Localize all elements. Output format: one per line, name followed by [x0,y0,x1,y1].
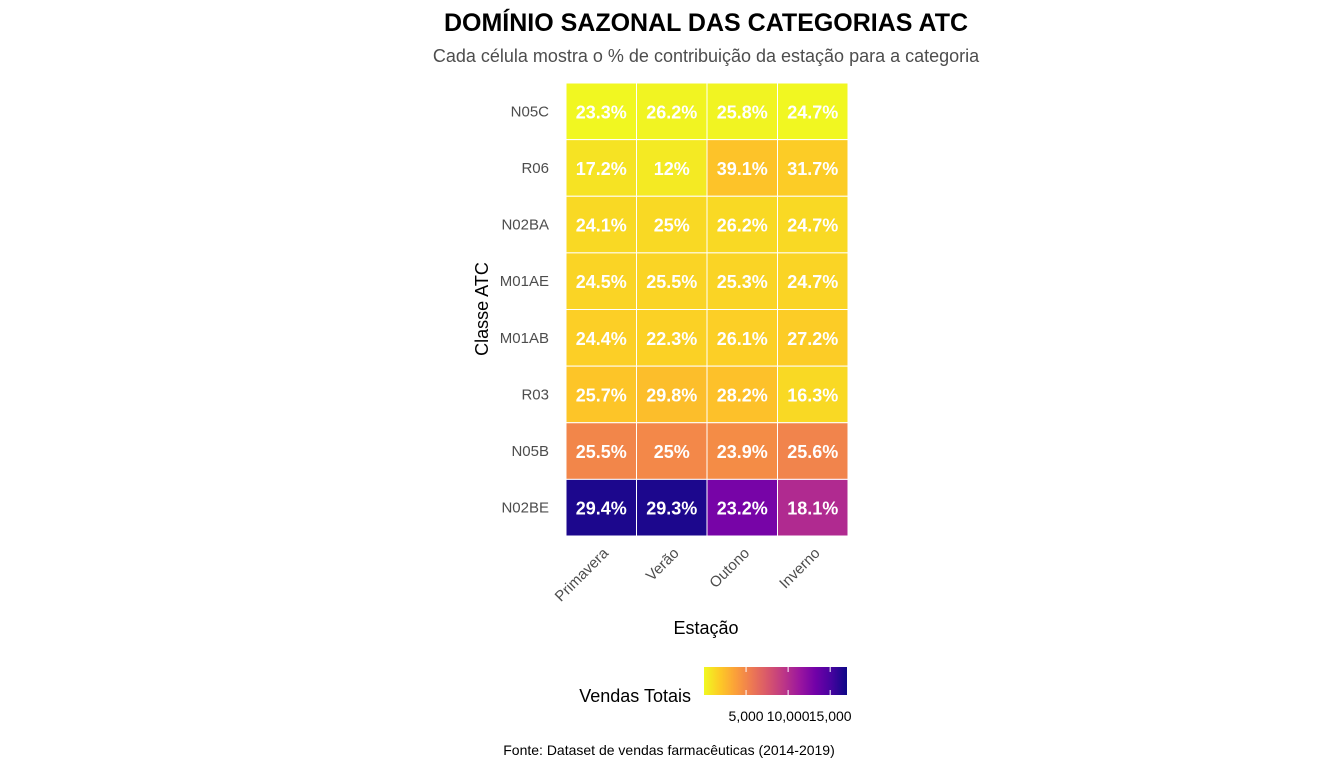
legend-ticks: 5,000 10,000 15,000 [729,667,852,724]
heatmap-cell [706,365,778,424]
cell-value-label: 24.7% [787,272,838,292]
heatmap-cells: 23.3% 26.2% 25.8% 24.7% 17.2% 12% 39.1% 31.7% 24… [565,82,849,537]
cell-value-label: 24.5% [576,272,627,292]
cell-value-label: 26.2% [646,102,697,122]
y-tick-label: M01AE [500,273,549,290]
x-tick-label: Outono [706,545,753,592]
heatmap-cell [777,252,849,310]
x-axis-title: Estação [673,618,738,638]
heatmap-cell [777,365,849,424]
x-tick-label: Verão [643,545,683,585]
y-tick-label: R06 [521,160,549,177]
cell-value-label: 23.3% [576,102,627,122]
heatmap-cell [706,422,778,480]
chart-subtitle: Cada célula mostra o % de contribuição d… [433,46,980,66]
y-tick-label: N05C [511,103,550,120]
heatmap-cell [636,139,708,197]
heatmap-cell [777,139,849,197]
cell-value-label: 25.7% [576,385,627,405]
cell-value-label: 26.1% [717,329,768,349]
heatmap-cell [636,82,708,141]
cell-value-label: 24.1% [576,216,627,236]
x-tick-label: Primavera [552,544,613,605]
chart-title: DOMÍNIO SAZONAL DAS CATEGORIAS ATC [444,8,968,37]
heatmap-cell [565,365,637,424]
cell-value-label: 23.2% [717,499,768,519]
heatmap-cell [636,195,708,254]
cell-value-label: 25% [654,216,690,236]
cell-value-label: 18.1% [787,499,838,519]
legend-color-bar [704,667,847,695]
cell-value-label: 29.4% [576,499,627,519]
cell-value-label: 25.3% [717,272,768,292]
cell-value-label: 25.5% [646,272,697,292]
cell-value-label: 29.8% [646,385,697,405]
y-tick-label: M01AB [500,330,549,347]
cell-value-label: 26.2% [717,216,768,236]
heatmap-cell [636,309,708,367]
cell-value-label: 22.3% [646,329,697,349]
cell-value-label: 27.2% [787,329,838,349]
cell-value-label: 25.5% [576,442,627,462]
cell-value-label: 12% [654,159,690,179]
heatmap-cell [565,309,637,367]
heatmap-cell [777,82,849,141]
cell-value-label: 29.3% [646,499,697,519]
heatmap-cell [777,195,849,254]
cell-value-label: 25.6% [787,442,838,462]
heatmap-cell [706,478,778,537]
heatmap-cell [777,309,849,367]
cell-value-label: 24.7% [787,102,838,122]
heatmap-cell [565,478,637,537]
cell-value-label: 25% [654,442,690,462]
legend-tick-label: 5,000 [729,708,764,724]
y-tick-label: N05B [511,443,549,460]
cell-value-label: 24.7% [787,216,838,236]
heatmap-cell [777,478,849,537]
heatmap-cell [636,252,708,310]
cell-value-label: 31.7% [787,159,838,179]
y-axis-tick-labels: N05C R06 N02BA M01AE M01AB R03 N05B N02BE [500,103,549,516]
cell-value-label: 16.3% [787,385,838,405]
cell-value-label: 39.1% [717,159,768,179]
x-axis-tick-labels: Primavera Verão Outono Inverno [552,544,824,605]
heatmap-cell [636,365,708,424]
heatmap-cell [565,82,637,141]
cell-value-label: 24.4% [576,329,627,349]
color-legend: 5,000 10,000 15,000 [704,667,852,724]
x-tick-label: Inverno [776,545,823,592]
legend-tick-label: 15,000 [809,708,852,724]
heatmap-cell [706,309,778,367]
chart-caption: Fonte: Dataset de vendas farmacêuticas (… [503,742,835,758]
legend-title: Vendas Totais [579,686,691,706]
heatmap-cell [777,422,849,480]
y-tick-label: R03 [521,386,549,403]
cell-value-label: 25.8% [717,102,768,122]
heatmap-cell [706,82,778,141]
y-axis-title: Classe ATC [472,262,492,356]
legend-tick-label: 10,000 [767,708,810,724]
cell-value-label: 17.2% [576,159,627,179]
cell-value-label: 28.2% [717,385,768,405]
y-tick-label: N02BA [501,217,549,234]
cell-value-label: 23.9% [717,442,768,462]
y-tick-label: N02BE [501,500,549,517]
heatmap-cell [565,422,637,480]
